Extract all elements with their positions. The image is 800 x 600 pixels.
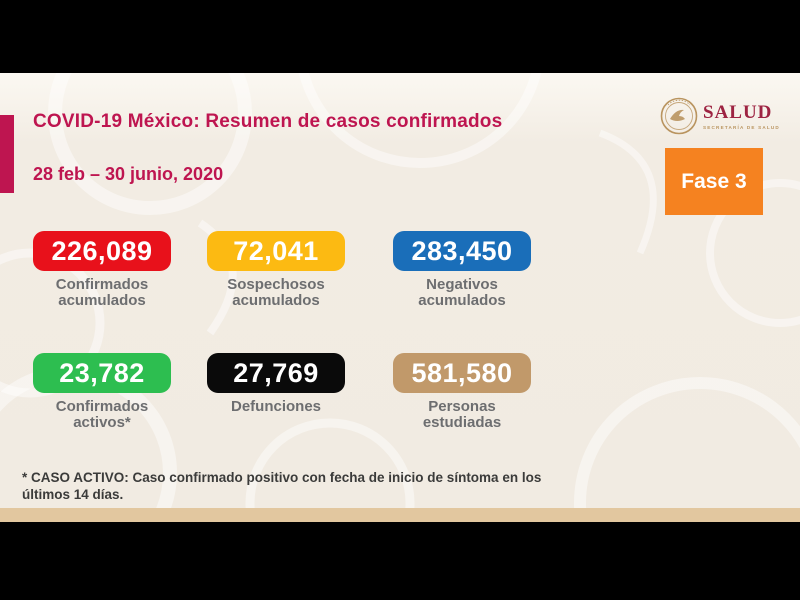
stat-value: 283,450: [411, 235, 513, 266]
top-letterbox-bar: [0, 0, 800, 73]
left-accent-stripe: [0, 115, 14, 193]
stat-label: Personas estudiadas: [422, 398, 502, 431]
stat-card-confirmados-activos: 23,782 Confirmados activos*: [33, 353, 171, 431]
stat-card-personas-estudiadas: 581,580 Personas estudiadas: [393, 353, 531, 431]
bottom-letterbox-bar: [0, 522, 800, 600]
stat-value: 27,769: [233, 357, 319, 388]
slide-canvas: COVID-19 México: Resumen de casos confir…: [0, 73, 800, 508]
footnote: * CASO ACTIVO: Caso confirmado positivo …: [22, 470, 542, 502]
stat-card-defunciones: 27,769 Defunciones: [207, 353, 345, 415]
stat-card-negativos-acumulados: 283,450 Negativos acumulados: [393, 231, 531, 309]
stat-card-confirmados-acumulados: 226,089 Confirmados acumulados: [33, 231, 171, 309]
salud-seal-icon: [660, 97, 698, 135]
salud-logo: SALUD SECRETARÍA DE SALUD: [660, 97, 780, 135]
stat-label: Defunciones: [230, 398, 321, 415]
stat-value: 23,782: [59, 357, 145, 388]
stat-pill: 27,769: [207, 353, 345, 393]
stat-pill: 226,089: [33, 231, 171, 271]
stat-value: 581,580: [411, 357, 513, 388]
bottom-tan-strip: [0, 508, 800, 522]
stat-pill: 283,450: [393, 231, 531, 271]
salud-subtitle: SECRETARÍA DE SALUD: [703, 124, 780, 130]
salud-logo-text: SALUD SECRETARÍA DE SALUD: [703, 101, 780, 130]
stat-pill: 581,580: [393, 353, 531, 393]
date-range: 28 feb – 30 junio, 2020: [33, 164, 224, 184]
fase-badge: Fase 3: [665, 148, 763, 215]
stat-label: Sospechosos acumulados: [227, 276, 325, 309]
stat-card-sospechosos-acumulados: 72,041 Sospechosos acumulados: [207, 231, 345, 309]
stat-value: 72,041: [233, 235, 319, 266]
stat-label: Confirmados acumulados: [55, 276, 149, 309]
stat-pill: 23,782: [33, 353, 171, 393]
stat-pill: 72,041: [207, 231, 345, 271]
page-title: COVID-19 México: Resumen de casos confir…: [33, 111, 503, 132]
stat-value: 226,089: [51, 235, 153, 266]
stat-label: Negativos acumulados: [418, 276, 506, 309]
stat-label: Confirmados activos*: [55, 398, 149, 431]
salud-wordmark: SALUD: [703, 101, 773, 123]
